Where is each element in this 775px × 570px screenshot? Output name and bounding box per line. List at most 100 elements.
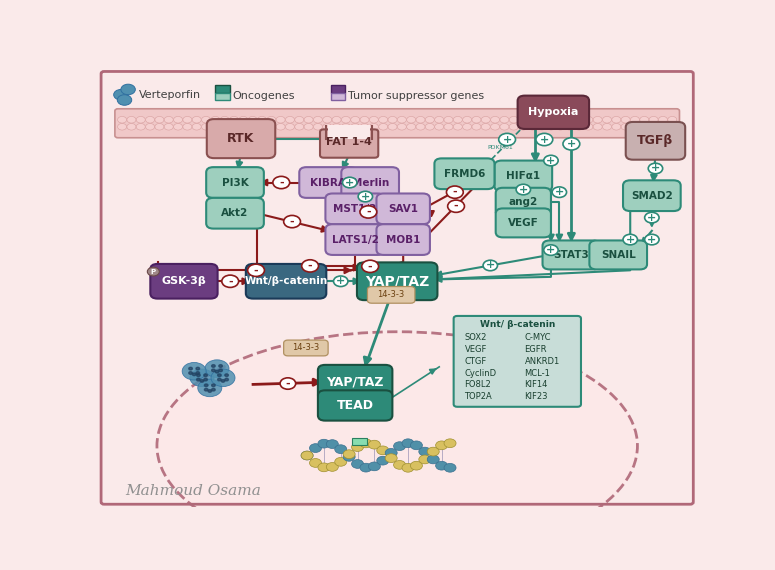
Circle shape — [284, 215, 301, 228]
Circle shape — [528, 116, 537, 123]
Circle shape — [385, 449, 397, 457]
Circle shape — [448, 200, 464, 213]
Circle shape — [318, 439, 330, 448]
Circle shape — [563, 138, 580, 150]
Circle shape — [183, 124, 192, 130]
Circle shape — [229, 124, 239, 130]
Circle shape — [668, 124, 677, 130]
Text: -: - — [279, 177, 284, 188]
Circle shape — [593, 116, 602, 123]
Circle shape — [205, 388, 208, 391]
Text: KIF14: KIF14 — [525, 380, 548, 389]
Text: -: - — [308, 261, 312, 271]
Text: VEGF: VEGF — [464, 345, 487, 354]
Circle shape — [645, 234, 659, 245]
Circle shape — [537, 116, 546, 123]
Circle shape — [509, 124, 518, 130]
Circle shape — [407, 116, 415, 123]
Circle shape — [190, 369, 214, 386]
Circle shape — [322, 124, 332, 130]
Circle shape — [602, 116, 611, 123]
Text: +: + — [336, 276, 346, 286]
Circle shape — [332, 124, 341, 130]
Circle shape — [546, 124, 556, 130]
Circle shape — [164, 124, 174, 130]
Circle shape — [418, 447, 431, 456]
Circle shape — [435, 116, 443, 123]
Circle shape — [556, 116, 565, 123]
Circle shape — [362, 260, 378, 272]
Text: -: - — [453, 201, 458, 211]
Text: +: + — [502, 135, 512, 145]
Circle shape — [593, 124, 602, 130]
Circle shape — [147, 267, 160, 276]
Circle shape — [318, 463, 330, 472]
Text: MST1/2: MST1/2 — [333, 204, 377, 214]
Circle shape — [481, 124, 491, 130]
Circle shape — [326, 439, 339, 449]
Circle shape — [248, 116, 257, 123]
FancyBboxPatch shape — [590, 241, 647, 270]
Text: Wnt/ β-catenin: Wnt/ β-catenin — [480, 320, 555, 329]
Circle shape — [385, 454, 397, 462]
Circle shape — [394, 442, 405, 450]
Circle shape — [189, 367, 192, 370]
FancyBboxPatch shape — [206, 198, 264, 229]
Circle shape — [280, 378, 296, 389]
Text: +: + — [539, 135, 549, 145]
Circle shape — [211, 124, 220, 130]
Circle shape — [574, 124, 584, 130]
Circle shape — [536, 133, 553, 146]
FancyBboxPatch shape — [320, 129, 378, 158]
Text: LATS1/2: LATS1/2 — [332, 235, 378, 245]
Circle shape — [407, 124, 415, 130]
Circle shape — [436, 441, 448, 450]
FancyBboxPatch shape — [377, 193, 430, 224]
Circle shape — [491, 124, 500, 130]
Circle shape — [584, 116, 593, 123]
Text: +: + — [625, 235, 635, 245]
Circle shape — [416, 124, 425, 130]
Circle shape — [379, 116, 388, 123]
Text: STAT3: STAT3 — [553, 250, 589, 260]
Circle shape — [425, 116, 434, 123]
Circle shape — [500, 116, 509, 123]
Circle shape — [333, 276, 348, 287]
Text: SMAD2: SMAD2 — [631, 191, 673, 201]
FancyBboxPatch shape — [215, 92, 229, 100]
Circle shape — [659, 124, 667, 130]
Text: MOB1: MOB1 — [386, 235, 420, 245]
Text: KIBRA: KIBRA — [310, 177, 346, 188]
Circle shape — [127, 116, 136, 123]
Circle shape — [649, 116, 658, 123]
Text: +: + — [345, 177, 354, 188]
Circle shape — [444, 439, 456, 447]
Text: MCL-1: MCL-1 — [525, 369, 550, 377]
Circle shape — [192, 116, 202, 123]
Circle shape — [174, 124, 183, 130]
Circle shape — [229, 116, 239, 123]
Text: -: - — [368, 261, 373, 271]
Circle shape — [358, 192, 373, 202]
Circle shape — [257, 124, 267, 130]
Circle shape — [351, 124, 360, 130]
Circle shape — [621, 116, 630, 123]
Circle shape — [444, 463, 456, 472]
Circle shape — [368, 462, 381, 471]
Circle shape — [204, 378, 208, 381]
Circle shape — [427, 447, 439, 456]
Circle shape — [518, 124, 528, 130]
Circle shape — [304, 124, 313, 130]
Text: Mahmoud Osama: Mahmoud Osama — [126, 483, 262, 498]
FancyBboxPatch shape — [206, 167, 264, 198]
Ellipse shape — [157, 332, 637, 560]
FancyBboxPatch shape — [115, 109, 680, 138]
FancyBboxPatch shape — [496, 188, 551, 217]
Circle shape — [273, 176, 290, 189]
Circle shape — [267, 124, 276, 130]
Circle shape — [565, 116, 574, 123]
Circle shape — [342, 116, 350, 123]
Circle shape — [301, 451, 313, 460]
FancyBboxPatch shape — [518, 96, 589, 129]
Circle shape — [574, 116, 584, 123]
